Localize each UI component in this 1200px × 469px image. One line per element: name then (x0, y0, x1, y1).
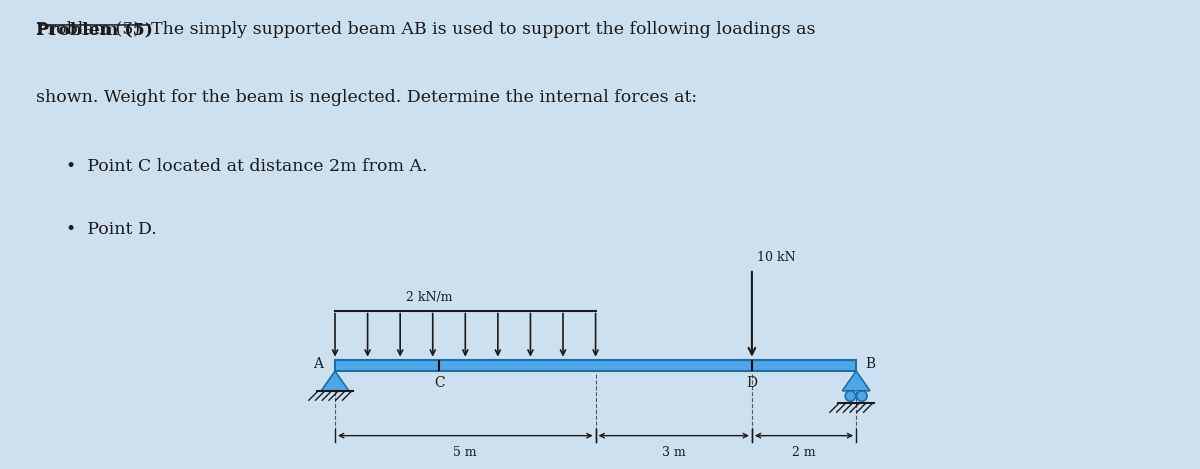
Text: A: A (313, 357, 324, 371)
Text: •  Point D.: • Point D. (66, 220, 157, 238)
Text: 5 m: 5 m (454, 446, 478, 459)
Text: Problem (5): Problem (5) (36, 21, 152, 38)
Text: 2 kN/m: 2 kN/m (406, 291, 452, 304)
Text: 3 m: 3 m (662, 446, 685, 459)
Text: C: C (434, 376, 444, 390)
Polygon shape (322, 371, 349, 391)
Text: 2 m: 2 m (792, 446, 816, 459)
Text: •  Point C located at distance 2m from A.: • Point C located at distance 2m from A. (66, 158, 427, 174)
Text: D: D (746, 376, 757, 390)
Polygon shape (842, 371, 870, 391)
Circle shape (857, 391, 868, 401)
Text: shown. Weight for the beam is neglected. Determine the internal forces at:: shown. Weight for the beam is neglected.… (36, 89, 697, 106)
Text: Problem (5)  The simply supported beam AB is used to support the following loadi: Problem (5) The simply supported beam AB… (36, 21, 816, 38)
Bar (335, 360, 856, 371)
Text: B: B (865, 357, 876, 371)
Circle shape (845, 391, 856, 401)
Text: 10 kN: 10 kN (757, 251, 796, 264)
